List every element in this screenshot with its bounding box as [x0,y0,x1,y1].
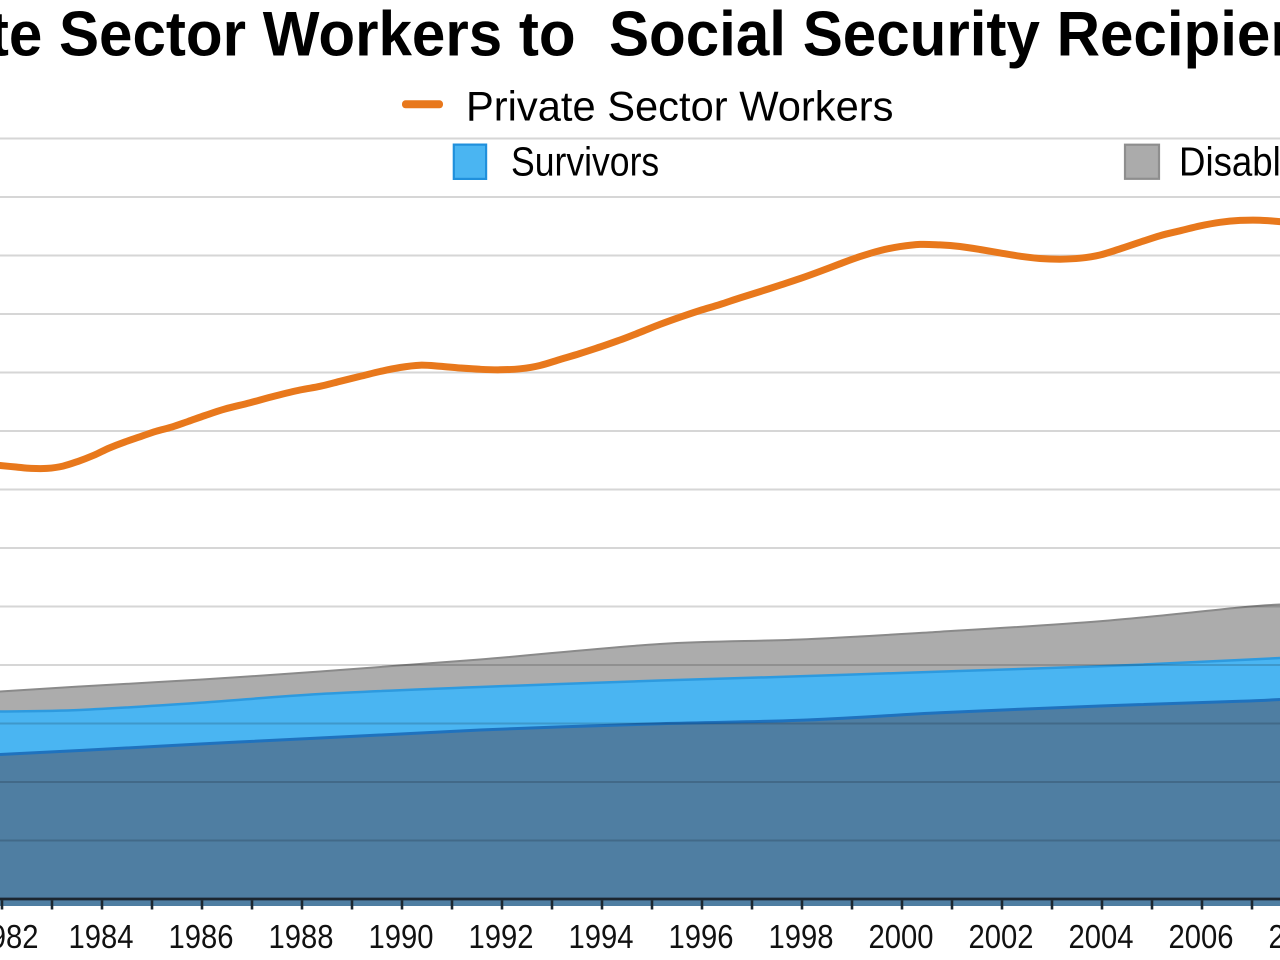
svg-text:1982: 1982 [0,918,39,955]
svg-text:1992: 1992 [469,918,534,955]
svg-text:2006: 2006 [1169,918,1234,955]
svg-text:1996: 1996 [669,918,734,955]
svg-text:1988: 1988 [269,918,334,955]
svg-text:Private Sector Workers to Soc: Private Sector Workers to Social Securit… [0,0,1280,69]
svg-text:1994: 1994 [569,918,634,955]
svg-text:2000: 2000 [869,918,934,955]
svg-text:1998: 1998 [769,918,834,955]
svg-text:Survivors: Survivors [511,139,659,185]
svg-text:2002: 2002 [969,918,1034,955]
svg-text:2008: 2008 [1269,918,1280,955]
svg-text:Private Sector Workers: Private Sector Workers [466,83,894,130]
svg-text:1990: 1990 [369,918,434,955]
svg-text:Disabled: Disabled [1179,139,1280,185]
svg-text:2004: 2004 [1069,918,1134,955]
svg-text:1984: 1984 [69,918,134,955]
svg-text:1986: 1986 [169,918,234,955]
